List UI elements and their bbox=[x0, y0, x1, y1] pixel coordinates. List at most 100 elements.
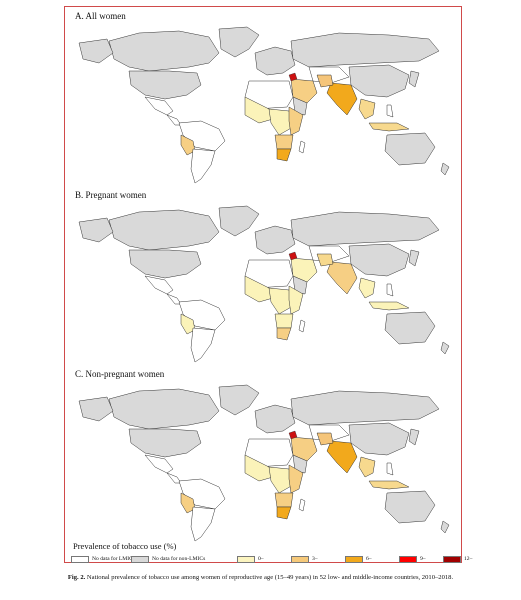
region-s-america-s bbox=[190, 327, 216, 363]
region-s-africa bbox=[276, 327, 292, 341]
legend-label: 3– bbox=[312, 556, 318, 562]
region-mexico bbox=[144, 275, 174, 295]
region-e-africa bbox=[288, 285, 304, 315]
region-arabia bbox=[292, 275, 308, 295]
region-philippines bbox=[386, 462, 394, 476]
region-philippines bbox=[386, 104, 394, 118]
region-s-africa bbox=[276, 148, 292, 162]
region-greenland bbox=[218, 384, 260, 416]
region-central-america bbox=[166, 472, 182, 484]
map-panel-c: C. Non-pregnant women bbox=[69, 369, 457, 549]
region-japan bbox=[408, 70, 420, 88]
region-japan bbox=[408, 249, 420, 267]
region-usa bbox=[128, 428, 202, 458]
region-e-africa bbox=[288, 464, 304, 494]
legend-swatch bbox=[443, 555, 461, 563]
region-s-america-s bbox=[190, 506, 216, 542]
region-se-asia bbox=[358, 456, 376, 478]
region-central-america bbox=[166, 114, 182, 126]
legend-swatch bbox=[237, 555, 255, 563]
region-s-america-peru bbox=[180, 134, 196, 156]
region-china bbox=[348, 64, 410, 98]
legend-label: 12– bbox=[464, 556, 473, 562]
map-panel-a: A. All women bbox=[69, 11, 457, 191]
region-s-america-peru bbox=[180, 492, 196, 514]
region-russia bbox=[290, 390, 440, 426]
region-europe bbox=[254, 404, 296, 434]
region-mideast bbox=[290, 257, 318, 283]
region-australia bbox=[384, 490, 436, 524]
region-w-africa bbox=[244, 275, 274, 303]
region-russia bbox=[290, 211, 440, 247]
region-south-asia bbox=[326, 261, 358, 295]
caption-label: Fig. 2. bbox=[67, 574, 86, 581]
world-map bbox=[78, 205, 450, 363]
region-europe bbox=[254, 225, 296, 255]
region-c-africa bbox=[268, 466, 294, 494]
region-usa bbox=[128, 249, 202, 279]
world-map bbox=[78, 384, 450, 542]
legend-label: No data for non-LMICs bbox=[152, 556, 206, 562]
region-canada bbox=[108, 388, 220, 430]
legend-item: No data for LMICs bbox=[71, 554, 135, 564]
region-mexico bbox=[144, 96, 174, 116]
region-australia bbox=[384, 132, 436, 166]
world-map bbox=[78, 26, 450, 184]
region-e-africa bbox=[288, 106, 304, 136]
map-panel-b: B. Pregnant women bbox=[69, 190, 457, 370]
region-europe bbox=[254, 46, 296, 76]
region-philippines bbox=[386, 283, 394, 297]
region-africa-s-mid bbox=[274, 313, 294, 329]
region-australia bbox=[384, 311, 436, 345]
caption-text: National prevalence of tobacco use among… bbox=[86, 574, 454, 581]
region-c-africa bbox=[268, 287, 294, 315]
region-highlight-spot bbox=[288, 72, 298, 82]
region-africa-s-mid bbox=[274, 492, 294, 508]
region-south-asia bbox=[326, 82, 358, 116]
legend-swatch bbox=[345, 555, 363, 563]
legend-swatch bbox=[71, 555, 89, 563]
region-mideast bbox=[290, 436, 318, 462]
legend-title: Prevalence of tobacco use (%) bbox=[73, 541, 177, 551]
region-madagascar bbox=[298, 140, 306, 154]
legend-swatch bbox=[399, 555, 417, 563]
region-w-africa bbox=[244, 96, 274, 124]
region-highlight-spot bbox=[288, 430, 298, 440]
figure-caption: Fig. 2. National prevalence of tobacco u… bbox=[0, 574, 521, 581]
region-mideast bbox=[290, 78, 318, 104]
region-greenland bbox=[218, 26, 260, 58]
region-africa-s-mid bbox=[274, 134, 294, 150]
region-arabia bbox=[292, 96, 308, 116]
region-china bbox=[348, 422, 410, 456]
legend-item: 3– bbox=[291, 554, 318, 564]
region-russia bbox=[290, 32, 440, 68]
region-highlight-spot bbox=[288, 251, 298, 261]
region-nz bbox=[440, 341, 450, 355]
region-se-asia bbox=[358, 277, 376, 299]
region-south-asia bbox=[326, 440, 358, 474]
panel-title: C. Non-pregnant women bbox=[75, 369, 165, 379]
region-greenland bbox=[218, 205, 260, 237]
legend-label: 9– bbox=[420, 556, 426, 562]
panel-title: B. Pregnant women bbox=[75, 190, 147, 200]
region-alaska bbox=[78, 38, 114, 64]
legend: No data for LMICs No data for non-LMICs 0–… bbox=[71, 554, 472, 564]
region-mexico bbox=[144, 454, 174, 474]
legend-label: 6– bbox=[366, 556, 372, 562]
region-w-africa bbox=[244, 454, 274, 482]
legend-label: No data for LMICs bbox=[92, 556, 136, 562]
region-usa bbox=[128, 70, 202, 100]
region-asia-n bbox=[316, 432, 334, 446]
legend-swatch bbox=[131, 555, 149, 563]
legend-item: No data for non-LMICs bbox=[131, 554, 205, 564]
legend-swatch bbox=[291, 555, 309, 563]
region-s-america-s bbox=[190, 148, 216, 184]
panel-title: A. All women bbox=[75, 11, 126, 21]
figure-frame: A. All women B. Pregnant women C. Non-pr… bbox=[64, 6, 472, 564]
region-china bbox=[348, 243, 410, 277]
region-s-america-peru bbox=[180, 313, 196, 335]
legend-label: 0– bbox=[258, 556, 264, 562]
region-japan bbox=[408, 428, 420, 446]
legend-item: 0– bbox=[237, 554, 264, 564]
region-asia-n bbox=[316, 74, 334, 88]
